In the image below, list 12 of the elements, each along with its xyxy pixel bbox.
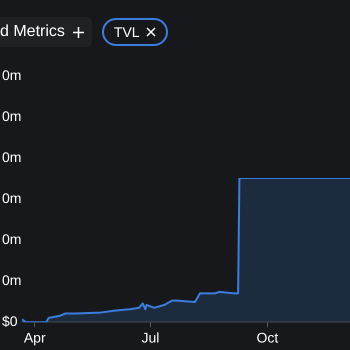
text: 0m <box>2 231 22 248</box>
text: d Metrics <box>0 23 65 41</box>
text: 0m <box>2 149 22 166</box>
x-tick-label: Jul <box>141 329 160 346</box>
x-tick-label: Apr <box>24 329 46 346</box>
text: TVL <box>114 24 140 40</box>
text: $0 <box>2 313 18 330</box>
text: 0m <box>2 190 22 206</box>
text: 0m <box>2 108 22 124</box>
x-tick-label: Oct <box>256 329 278 346</box>
text: 0m <box>2 67 22 84</box>
text: 0m <box>2 272 22 288</box>
